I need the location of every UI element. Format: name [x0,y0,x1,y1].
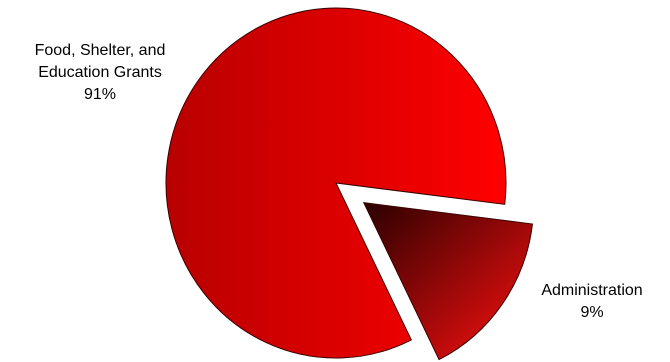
food-shelter-education-label: Food, Shelter, and Education Grants 91% [35,42,166,103]
administration-label: Administration 9% [541,282,642,321]
labels-layer: Food, Shelter, and Education Grants 91% Adm… [35,42,643,321]
pie-slice-administration [362,202,534,361]
food-shelter-education-label-line: Education Grants [38,64,162,81]
administration-percent: 9% [580,304,603,321]
food-shelter-education-percent: 91% [84,86,116,103]
administration-label-line: Administration [541,282,642,299]
food-shelter-education-label-line: Food, Shelter, and [35,42,166,59]
slices-layer [165,7,534,361]
pie-slice-food-shelter-education [165,7,507,359]
